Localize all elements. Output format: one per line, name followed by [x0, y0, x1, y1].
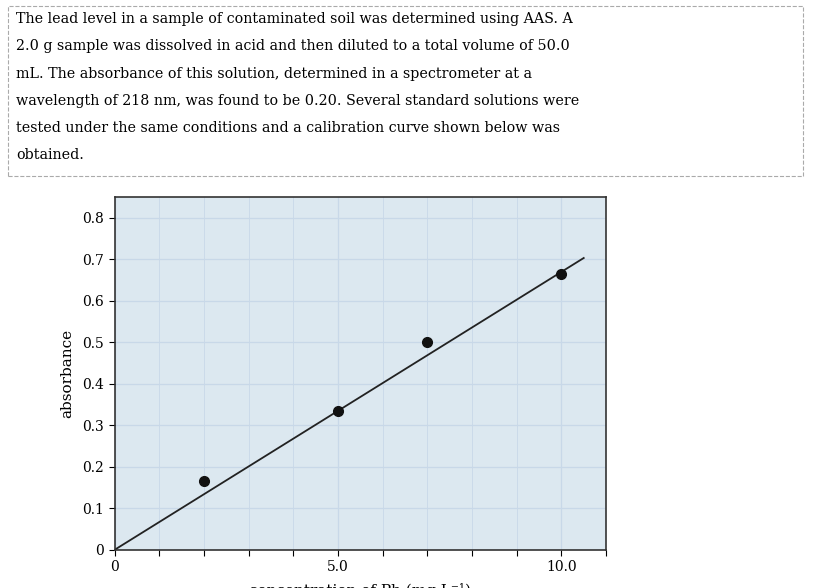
Point: [197, 477, 210, 486]
Text: wavelength of 218 nm, was found to be 0.20. Several standard solutions were: wavelength of 218 nm, was found to be 0.…: [16, 93, 579, 108]
Text: obtained.: obtained.: [16, 148, 84, 162]
FancyBboxPatch shape: [8, 6, 803, 176]
Text: mL. The absorbance of this solution, determined in a spectrometer at a: mL. The absorbance of this solution, det…: [16, 66, 532, 81]
Text: tested under the same conditions and a calibration curve shown below was: tested under the same conditions and a c…: [16, 121, 560, 135]
Text: 2.0 g sample was dissolved in acid and then diluted to a total volume of 50.0: 2.0 g sample was dissolved in acid and t…: [16, 39, 570, 54]
Y-axis label: absorbance: absorbance: [60, 329, 74, 418]
Point: [554, 269, 568, 279]
Point: [332, 406, 345, 416]
Point: [421, 338, 434, 347]
Text: The lead level in a sample of contaminated soil was determined using AAS. A: The lead level in a sample of contaminat…: [16, 12, 572, 26]
X-axis label: concentration of Pb (mg L⁻¹): concentration of Pb (mg L⁻¹): [249, 583, 472, 588]
